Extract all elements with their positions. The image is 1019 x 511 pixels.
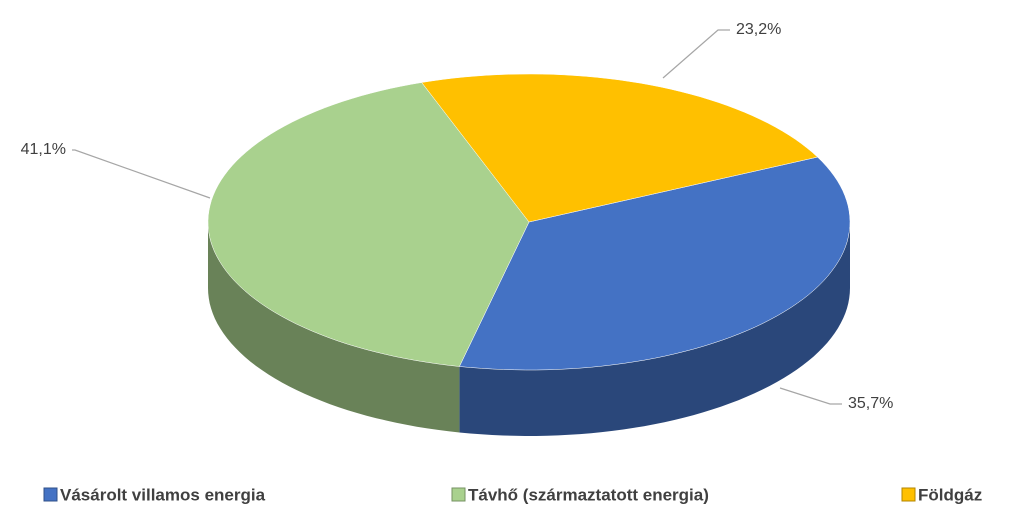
slice [459, 156, 851, 371]
data-label: 35,7% [848, 395, 893, 412]
legend-label: Földgáz [918, 485, 982, 504]
data-label: 41,1% [21, 141, 66, 158]
slice [421, 73, 819, 223]
legend-label: Vásárolt villamos energia [60, 485, 266, 504]
slice [207, 82, 530, 367]
legend-label: Távhő (származtatott energia) [468, 485, 709, 504]
leader-line [72, 149, 211, 199]
leader-line [779, 387, 842, 405]
slice-side [208, 222, 460, 433]
legend-swatch [43, 487, 58, 502]
data-label: 23,2% [736, 21, 781, 38]
slice-side [459, 222, 850, 436]
leader-line [662, 29, 730, 79]
legend-swatch [901, 487, 916, 502]
legend-swatch [451, 487, 466, 502]
